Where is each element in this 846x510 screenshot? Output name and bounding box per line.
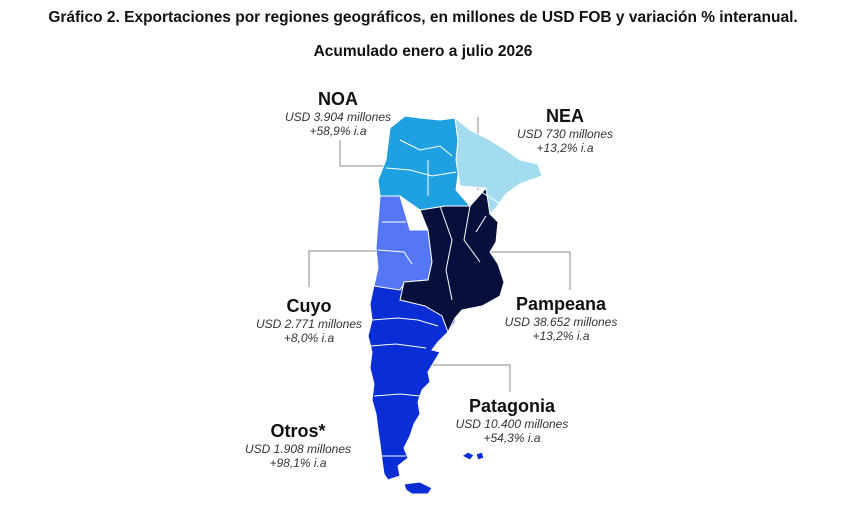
label-patagonia-value: USD 10.400 millones: [455, 417, 569, 431]
label-cuyo-value: USD 2.771 millones: [255, 317, 363, 331]
chart-subtitle: Acumulado enero a julio 2026: [313, 43, 533, 60]
label-nea: NEA USD 730 millones +13,2% i.a: [480, 105, 650, 155]
province-border: [369, 343, 427, 349]
label-nea-value: USD 730 millones: [516, 127, 614, 141]
label-nea-variation: +13,2% i.a: [536, 141, 594, 155]
chart-title: Gráfico 2. Exportaciones por regiones ge…: [48, 9, 798, 26]
leader-line-noa: [339, 140, 400, 167]
label-cuyo-name: Cuyo: [286, 296, 332, 316]
province-border: [373, 393, 421, 397]
label-cuyo-variation: +8,0% i.a: [283, 331, 335, 345]
islands-shape: [461, 451, 485, 461]
label-pampeana-name: Pampeana: [515, 294, 607, 314]
label-noa: NOA USD 3.904 millones +58,9% i.a: [253, 88, 423, 138]
label-pampeana-variation: +13,2% i.a: [532, 329, 590, 343]
label-pampeana: Pampeana USD 38.652 millones +13,2% i.a: [476, 293, 646, 343]
province-border: [377, 249, 413, 265]
label-nea-name: NEA: [545, 106, 584, 126]
label-otros-value: USD 1.908 millones: [244, 442, 352, 456]
province-border: [475, 215, 487, 233]
province-border: [399, 139, 453, 157]
province-border: [463, 205, 481, 263]
province-border: [439, 205, 453, 301]
label-pampeana-value: USD 38.652 millones: [504, 315, 618, 329]
province-border: [477, 185, 521, 211]
label-otros-variation: +98,1% i.a: [269, 456, 327, 470]
province-borders: [369, 139, 521, 457]
leader-line-cuyo: [308, 250, 386, 287]
region-noa-shape: [377, 115, 472, 211]
label-noa-value: USD 3.904 millones: [284, 110, 392, 124]
label-patagonia-name: Patagonia: [468, 396, 556, 416]
label-otros-name: Otros*: [270, 421, 326, 441]
leader-line-pampeana: [490, 251, 571, 290]
label-otros: Otros* USD 1.908 millones +98,1% i.a: [213, 420, 383, 470]
label-patagonia-variation: +54,3% i.a: [483, 431, 541, 445]
label-noa-name: NOA: [318, 89, 358, 109]
label-cuyo: Cuyo USD 2.771 millones +8,0% i.a: [224, 295, 394, 345]
region-nea-shape: [454, 116, 543, 216]
label-patagonia: Patagonia USD 10.400 millones +54,3% i.a: [427, 395, 597, 445]
region-otros-shape: [403, 481, 433, 495]
label-noa-variation: +58,9% i.a: [309, 124, 367, 138]
leader-line-patagonia: [420, 364, 511, 392]
province-border: [371, 317, 439, 327]
province-border: [385, 167, 457, 177]
